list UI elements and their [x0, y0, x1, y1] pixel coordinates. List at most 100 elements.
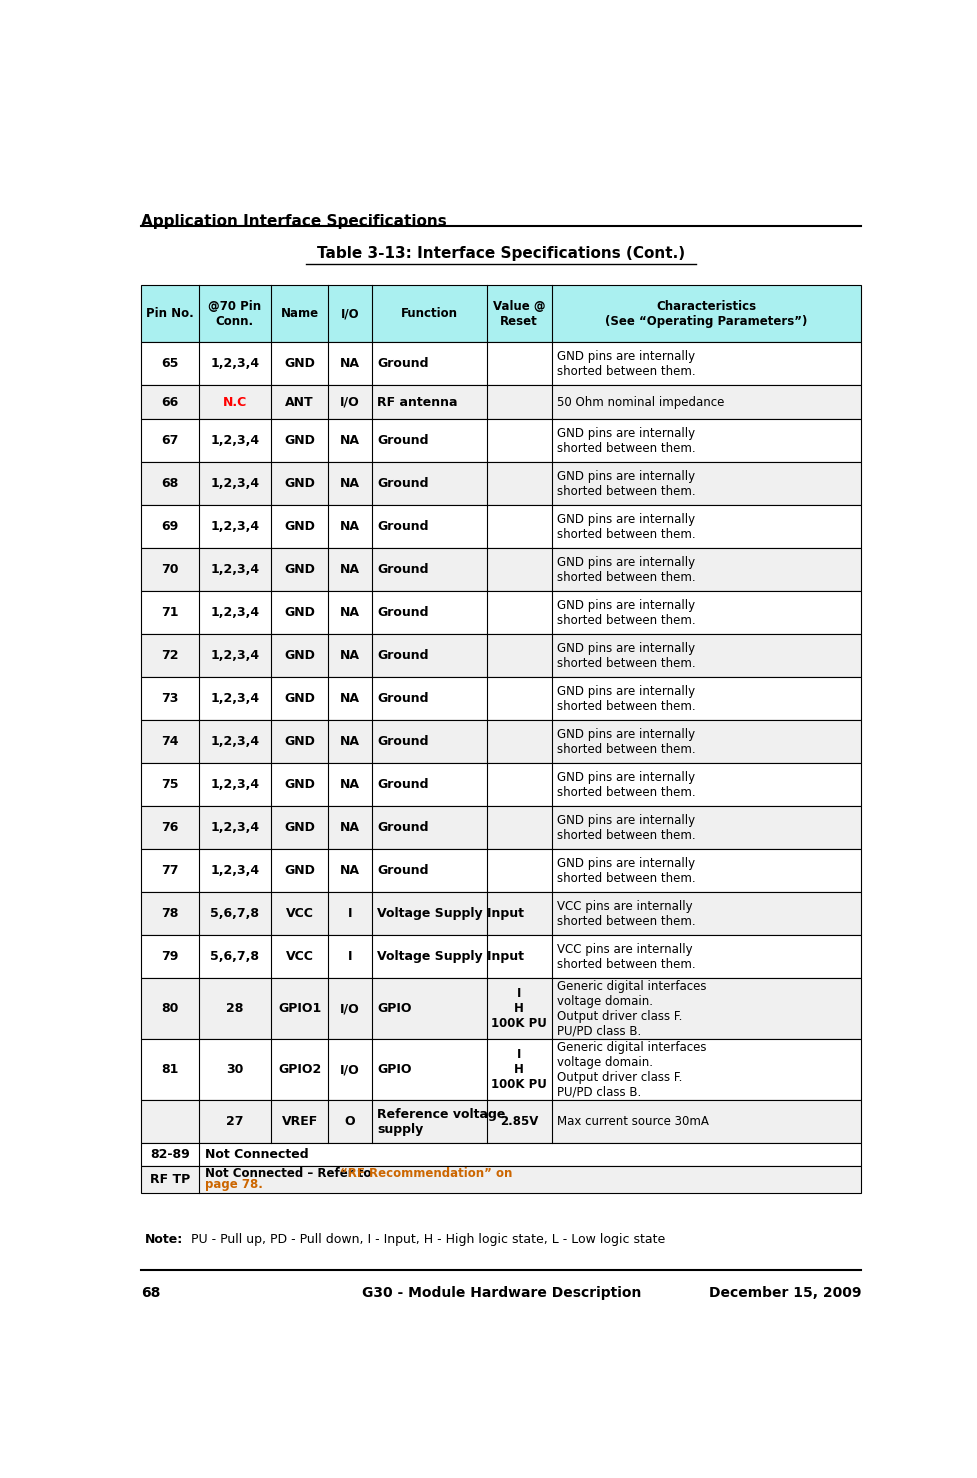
Text: Ground: Ground — [376, 606, 428, 619]
Text: GND: GND — [284, 736, 315, 748]
Bar — [141, 1039, 861, 1100]
Text: NA: NA — [340, 477, 360, 491]
Bar — [141, 548, 861, 591]
Text: Ground: Ground — [376, 520, 428, 534]
Text: VCC pins are internally
shorted between them.: VCC pins are internally shorted between … — [556, 900, 695, 928]
Bar — [141, 720, 861, 764]
Text: I/O: I/O — [340, 1002, 360, 1015]
Text: 82-89: 82-89 — [150, 1148, 190, 1160]
Text: GND pins are internally
shorted between them.: GND pins are internally shorted between … — [556, 727, 695, 755]
Text: 73: 73 — [161, 692, 179, 705]
Text: Ground: Ground — [376, 736, 428, 748]
Text: Ground: Ground — [376, 358, 428, 371]
Text: 76: 76 — [161, 822, 179, 835]
Text: Generic digital interfaces
voltage domain.
Output driver class F.
PU/PD class B.: Generic digital interfaces voltage domai… — [556, 1041, 705, 1098]
Text: NA: NA — [340, 358, 360, 371]
Text: December 15, 2009: December 15, 2009 — [708, 1286, 861, 1299]
Text: 1,2,3,4: 1,2,3,4 — [210, 563, 259, 576]
Text: GPIO2: GPIO2 — [277, 1063, 320, 1076]
Text: 69: 69 — [161, 520, 179, 534]
Text: Characteristics
(See “Operating Parameters”): Characteristics (See “Operating Paramete… — [605, 300, 807, 328]
Text: 1,2,3,4: 1,2,3,4 — [210, 477, 259, 491]
Text: GND pins are internally
shorted between them.: GND pins are internally shorted between … — [556, 814, 695, 842]
Text: Ground: Ground — [376, 477, 428, 491]
Text: GND: GND — [284, 520, 315, 534]
Text: GND: GND — [284, 358, 315, 371]
Bar — [141, 677, 861, 720]
Text: Not Connected: Not Connected — [204, 1148, 308, 1160]
Text: 1,2,3,4: 1,2,3,4 — [210, 606, 259, 619]
Bar — [141, 764, 861, 807]
Text: 5,6,7,8: 5,6,7,8 — [210, 950, 259, 964]
Text: Ground: Ground — [376, 649, 428, 662]
Bar — [141, 591, 861, 634]
Text: GND pins are internally
shorted between them.: GND pins are internally shorted between … — [556, 427, 695, 455]
Text: GND pins are internally
shorted between them.: GND pins are internally shorted between … — [556, 470, 695, 498]
Text: GND: GND — [284, 779, 315, 791]
Text: 75: 75 — [161, 779, 179, 791]
Text: Function: Function — [401, 307, 457, 321]
Text: NA: NA — [340, 606, 360, 619]
Text: Name: Name — [280, 307, 319, 321]
Text: RF TP: RF TP — [149, 1172, 190, 1185]
Text: I/O: I/O — [340, 396, 360, 409]
Text: NA: NA — [340, 822, 360, 835]
Text: GPIO1: GPIO1 — [277, 1002, 320, 1015]
Text: 80: 80 — [161, 1002, 179, 1015]
Text: GND pins are internally
shorted between them.: GND pins are internally shorted between … — [556, 350, 695, 378]
Text: NA: NA — [340, 736, 360, 748]
Text: GND pins are internally
shorted between them.: GND pins are internally shorted between … — [556, 684, 695, 712]
Text: Ground: Ground — [376, 563, 428, 576]
Text: Value @
Reset: Value @ Reset — [492, 300, 545, 328]
Text: 66: 66 — [161, 396, 179, 409]
Text: 27: 27 — [226, 1116, 243, 1128]
Bar — [141, 285, 861, 343]
Text: G30 - Module Hardware Description: G30 - Module Hardware Description — [361, 1286, 640, 1299]
Text: RF antenna: RF antenna — [376, 396, 457, 409]
Text: 78: 78 — [161, 907, 179, 921]
Text: 65: 65 — [161, 358, 179, 371]
Text: NA: NA — [340, 435, 360, 448]
Text: VCC pins are internally
shorted between them.: VCC pins are internally shorted between … — [556, 943, 695, 971]
Bar — [141, 1100, 861, 1144]
Text: I
H
100K PU: I H 100K PU — [490, 1048, 546, 1091]
Text: GND: GND — [284, 692, 315, 705]
Text: GND pins are internally
shorted between them.: GND pins are internally shorted between … — [556, 513, 695, 541]
Text: NA: NA — [340, 779, 360, 791]
Bar — [141, 893, 861, 936]
Bar — [141, 634, 861, 677]
Text: NA: NA — [340, 865, 360, 878]
Text: Ground: Ground — [376, 779, 428, 791]
Text: 1,2,3,4: 1,2,3,4 — [210, 520, 259, 534]
Text: @70 Pin
Conn.: @70 Pin Conn. — [208, 300, 261, 328]
Text: VCC: VCC — [285, 950, 314, 964]
Text: GPIO: GPIO — [376, 1063, 411, 1076]
Text: NA: NA — [340, 563, 360, 576]
Bar — [141, 936, 861, 978]
Bar — [141, 386, 861, 420]
Text: GND: GND — [284, 865, 315, 878]
Bar — [141, 1166, 861, 1193]
Text: GND: GND — [284, 822, 315, 835]
Bar — [141, 978, 861, 1039]
Text: GND: GND — [284, 606, 315, 619]
Text: 1,2,3,4: 1,2,3,4 — [210, 649, 259, 662]
Text: GND pins are internally
shorted between them.: GND pins are internally shorted between … — [556, 857, 695, 885]
Text: 1,2,3,4: 1,2,3,4 — [210, 736, 259, 748]
Text: Reference voltage
supply: Reference voltage supply — [376, 1107, 505, 1135]
Bar — [141, 343, 861, 386]
Text: 50 Ohm nominal impedance: 50 Ohm nominal impedance — [556, 396, 724, 409]
Text: NA: NA — [340, 692, 360, 705]
Text: 30: 30 — [226, 1063, 243, 1076]
Text: 74: 74 — [161, 736, 179, 748]
Text: Max current source 30mA: Max current source 30mA — [556, 1116, 708, 1128]
Text: 28: 28 — [226, 1002, 243, 1015]
Bar — [141, 505, 861, 548]
Text: I/O: I/O — [340, 307, 359, 321]
Text: Not Connected – Refer to: Not Connected – Refer to — [204, 1166, 375, 1179]
Text: NA: NA — [340, 520, 360, 534]
Bar — [141, 807, 861, 850]
Text: GND: GND — [284, 563, 315, 576]
Text: “RF Recommendation” on: “RF Recommendation” on — [339, 1166, 512, 1179]
Text: GND pins are internally
shorted between them.: GND pins are internally shorted between … — [556, 772, 695, 800]
